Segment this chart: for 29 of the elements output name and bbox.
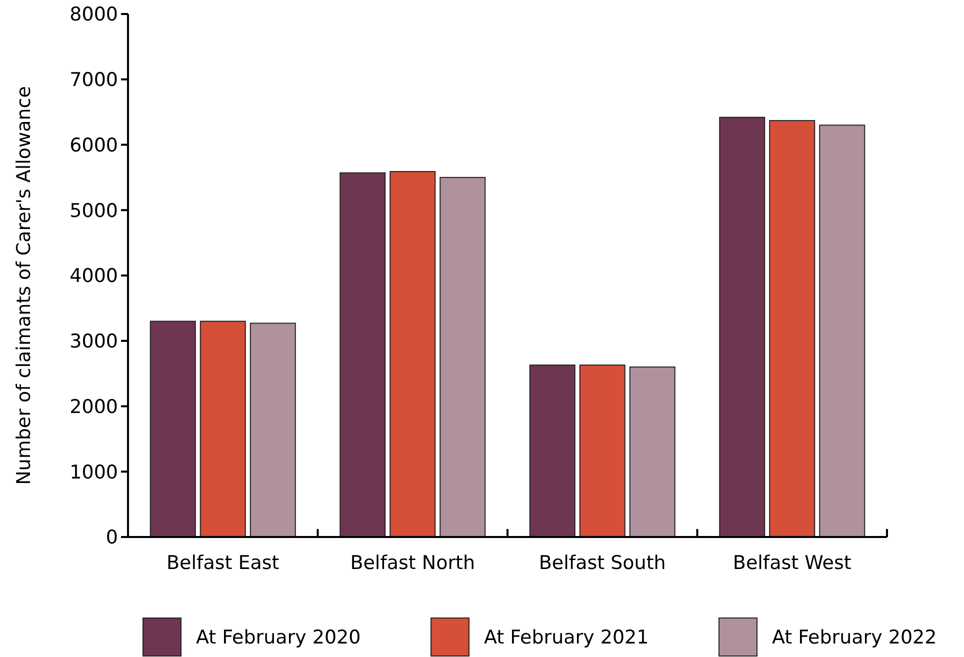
y-tick-label: 2000 [70,396,118,418]
y-tick-label: 1000 [70,461,118,484]
x-tick-label: Belfast West [732,552,852,574]
bar [250,322,296,538]
y-tick-label: 7000 [70,69,118,92]
x-tick-label: Belfast South [538,552,666,574]
y-axis-title: Number of claimants of Carer's Allowance [13,86,35,485]
bar [150,320,196,538]
y-tick-label: 5000 [70,200,118,222]
bar [390,171,436,538]
y-tick-label: 4000 [70,265,118,288]
bar [579,364,626,538]
bar [819,124,866,538]
bar [769,120,816,538]
x-tick-label: Belfast North [350,552,476,574]
bar [629,366,676,538]
y-tick-label: 3000 [70,330,118,353]
y-tick-label: 6000 [70,134,118,156]
x-tick-label: Belfast East [166,552,280,574]
legend-label: At February 2022 [772,626,937,649]
legend-label: At February 2021 [484,626,649,649]
legend-label: At February 2020 [196,626,361,649]
y-tick-label: 8000 [70,4,118,26]
bar [440,176,486,538]
bar [340,172,386,538]
bar [719,116,766,538]
bar [200,320,246,538]
bar [529,364,576,538]
y-tick-label: 0 [106,526,118,549]
